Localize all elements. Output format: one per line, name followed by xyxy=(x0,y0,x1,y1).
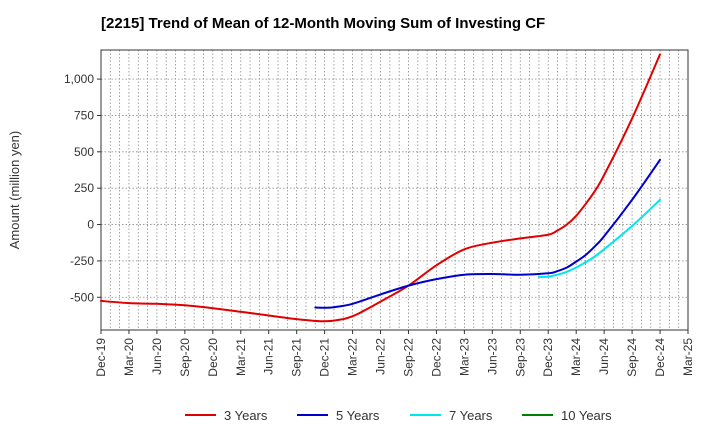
x-tick-label: Jun-24 xyxy=(597,338,611,375)
x-tick-label: Mar-20 xyxy=(122,338,136,376)
y-tick-label: -500 xyxy=(70,290,94,304)
chart-title: [2215] Trend of Mean of 12-Month Moving … xyxy=(101,15,546,32)
series-line-7-years xyxy=(537,198,661,278)
x-tick-label: Sep-24 xyxy=(625,338,639,377)
grid xyxy=(101,50,688,330)
x-tick-label: Mar-22 xyxy=(346,338,360,376)
y-tick-label: 1,000 xyxy=(64,72,94,86)
x-tick-label: Jun-22 xyxy=(374,338,388,375)
x-tick-label: Sep-23 xyxy=(513,338,527,377)
x-tick-label: Sep-20 xyxy=(178,338,192,377)
x-tick-label: Mar-21 xyxy=(234,338,248,376)
x-tick-label: Mar-25 xyxy=(681,338,695,376)
x-tick-label: Dec-24 xyxy=(653,338,667,377)
x-tick-label: Sep-22 xyxy=(401,338,415,377)
x-tick-label: Sep-21 xyxy=(290,338,304,377)
x-tick-label: Dec-19 xyxy=(94,338,108,377)
plot-frame xyxy=(100,49,689,331)
legend: 3 Years 5 Years 7 Years 10 Years xyxy=(185,408,612,423)
plot-area xyxy=(101,50,688,330)
series-layer xyxy=(100,53,661,323)
x-tick-label: Jun-20 xyxy=(150,338,164,375)
legend-label-10-years: 10 Years xyxy=(561,408,612,423)
y-axis-title: Amount (million yen) xyxy=(7,131,22,250)
x-tick-label: Mar-24 xyxy=(569,338,583,376)
y-tick-label: 750 xyxy=(74,108,94,122)
x-tick-label: Dec-20 xyxy=(206,338,220,377)
y-tick-label: 500 xyxy=(74,145,94,159)
legend-label-5-years: 5 Years xyxy=(336,408,380,423)
x-tick-label: Dec-22 xyxy=(429,338,443,377)
y-tick-label: 250 xyxy=(74,181,94,195)
legend-label-3-years: 3 Years xyxy=(224,408,268,423)
x-axis: Dec-19 Mar-20 Jun-20 Sep-20 Dec-20 Mar-21 Jun-… xyxy=(94,330,695,377)
y-axis: -500 -250 0 250 500 750 1,000 xyxy=(64,72,101,304)
series-line-5-years xyxy=(314,158,661,309)
x-tick-label: Jun-21 xyxy=(262,338,276,375)
x-tick-label: Dec-21 xyxy=(318,338,332,377)
x-tick-label: Mar-23 xyxy=(457,338,471,376)
x-tick-label: Dec-23 xyxy=(541,338,555,377)
y-tick-label: 0 xyxy=(87,218,94,232)
y-tick-label: -250 xyxy=(70,254,94,268)
legend-label-7-years: 7 Years xyxy=(449,408,493,423)
x-tick-label: Jun-23 xyxy=(485,338,499,375)
